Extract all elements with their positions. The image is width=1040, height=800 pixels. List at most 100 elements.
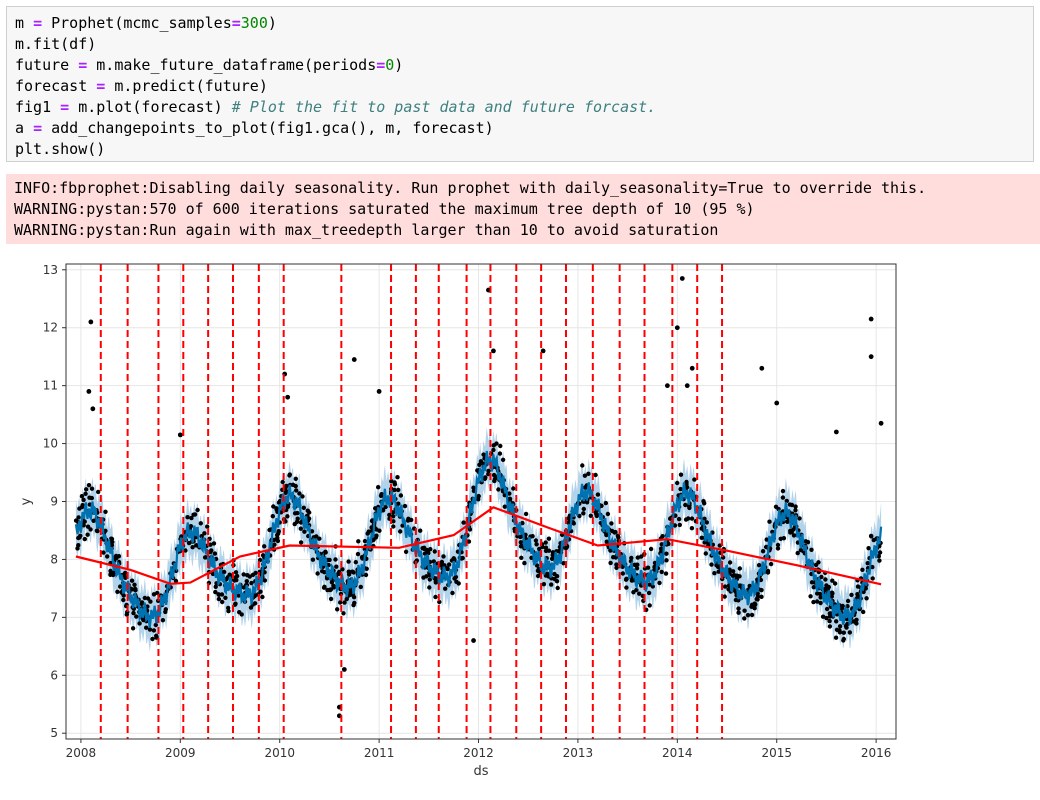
data-point [494,441,499,446]
code-token: m.fit(df) [15,35,97,53]
code-token: = [60,98,70,116]
data-point [81,497,86,503]
data-point [389,479,394,484]
data-point [784,498,789,504]
code-cell[interactable]: m = Prophet(mcmc_samples=300) m.fit(df) fu… [6,6,1034,162]
data-point [768,561,774,567]
data-point [533,538,539,543]
x-tick-label: 2012 [463,746,494,760]
data-point [452,576,457,581]
data-point [244,579,249,584]
data-point [108,572,113,577]
data-point [262,578,268,583]
data-point [730,573,736,579]
data-point [712,571,717,576]
data-point [608,548,613,553]
x-tick-label: 2009 [165,746,196,760]
outlier-point [679,276,685,281]
data-point [340,567,345,572]
data-point [293,476,298,481]
data-point [730,569,736,574]
data-point [433,580,438,585]
data-point [101,550,106,555]
data-point [860,567,865,572]
data-point [85,532,90,537]
data-point [262,544,267,549]
data-point [298,526,303,531]
data-point [267,527,272,533]
code-token: # Plot the fit to past data and future f… [231,98,657,116]
code-line: future = m.make_future_dataframe(periods… [15,55,1025,76]
data-point [153,622,158,628]
data-point [427,585,432,590]
data-point [139,601,144,606]
data-point [824,615,829,621]
code-token: 0 [385,56,395,74]
data-point [130,626,136,631]
data-point [686,516,691,521]
data-point [145,596,151,601]
data-point [359,555,365,560]
outlier-point [759,365,765,371]
y-tick-label: 12 [43,321,58,335]
data-point [773,504,779,509]
data-point [502,504,507,509]
data-point [648,546,654,552]
data-point [555,585,560,591]
data-point [144,625,149,630]
data-point [189,515,194,521]
data-point [798,547,804,553]
data-point [870,576,875,581]
data-point [814,599,820,604]
data-point [208,542,213,547]
data-point [507,496,512,501]
data-point [456,581,461,586]
data-point [780,488,786,494]
data-point [797,516,802,521]
data-point [647,582,652,587]
data-point [552,576,557,582]
data-point [258,589,263,594]
outlier-point [471,638,476,643]
data-point [351,570,356,575]
forecast-chart-svg: 2008 2009 2010 2011 2012 2013 2014 2015 2016 5 6 7 8… [19,263,897,779]
data-point [333,557,338,562]
code-token: forecast [15,77,97,95]
code-token: = [96,77,106,95]
data-point [594,511,599,517]
data-point [124,612,129,617]
data-point [491,447,496,453]
data-point [205,524,210,529]
data-point [624,576,629,581]
outlier-point [833,429,839,435]
data-point [752,606,757,611]
data-point [704,520,709,525]
data-point [647,603,652,608]
data-point [362,538,368,544]
data-point [346,569,351,574]
data-point [391,514,396,519]
data-point [605,511,611,517]
code-token: = [78,56,88,74]
outlier-point [664,383,670,389]
data-point [727,567,732,572]
data-point [736,610,741,615]
code-token: ) [267,14,277,32]
code-token: ) [394,56,404,74]
x-tick-label: 2011 [364,746,395,760]
data-point [212,551,218,556]
code-token: 300 [240,14,268,32]
data-point [749,612,755,618]
data-point [402,503,408,509]
data-point [353,560,358,565]
stderr-output: INFO:fbprophet:Disabling daily seasonali… [6,174,1040,244]
data-point [431,559,436,564]
data-point [789,530,794,535]
data-point [754,596,759,602]
data-point [163,607,168,612]
data-point [346,559,351,564]
outlier-point [868,354,874,360]
data-point [241,572,246,577]
data-point [727,560,733,565]
data-point [91,518,96,523]
